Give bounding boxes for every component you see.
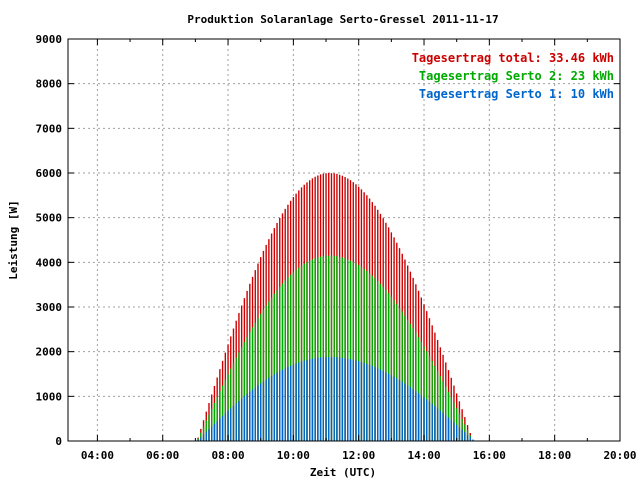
x-tick-label: 08:00 [211,449,244,462]
plot-frame [67,38,621,442]
x-tick-label: 12:00 [342,449,375,462]
x-tick-label: 14:00 [407,449,440,462]
y-tick-label: 2000 [36,346,63,359]
legend-entry: Tagesertrag total: 33.46 kWh [412,51,614,65]
y-axis-label: Leistung [W] [7,200,20,279]
x-axis-label: Zeit (UTC) [310,466,376,479]
ticks-layer: 0 1000 2000 3000 4000 5000 6000 7000 8000 9000 04:… [36,33,637,462]
legend-entry: Tagesertrag Serto 1: 10 kWh [419,87,614,101]
series-3-bars [197,357,474,441]
bars-layer [197,173,474,441]
y-tick-label: 6000 [36,167,63,180]
x-tick-label: 10:00 [277,449,310,462]
y-tick-label: 7000 [36,122,63,135]
x-tick-label: 04:00 [81,449,114,462]
y-tick-label: 9000 [36,33,63,46]
x-tick-label: 18:00 [538,449,571,462]
y-tick-label: 5000 [36,212,63,225]
y-tick-label: 3000 [36,301,63,314]
x-tick-label: 20:00 [603,449,636,462]
chart-title: Produktion Solaranlage Serto-Gressel 201… [187,13,498,26]
y-tick-label: 8000 [36,78,63,91]
legend-entry: Tagesertrag Serto 2: 23 kWh [419,69,614,83]
legend: Tagesertrag total: 33.46 kWh Tagesertrag … [412,51,614,101]
y-tick-label: 0 [55,435,62,448]
x-tick-label: 16:00 [473,449,506,462]
x-tick-label: 06:00 [146,449,179,462]
y-tick-label: 4000 [36,256,63,269]
y-tick-label: 1000 [36,390,63,403]
